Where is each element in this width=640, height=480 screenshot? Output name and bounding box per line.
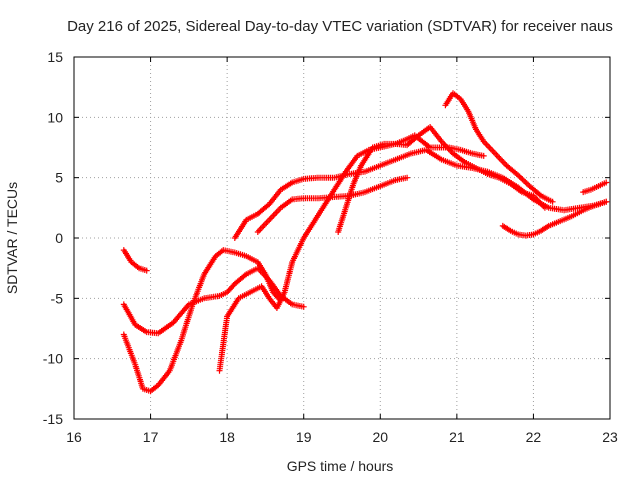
- x-tick-label: 23: [602, 429, 618, 445]
- x-tick-label: 22: [526, 429, 542, 445]
- y-tick-label: 10: [47, 109, 63, 125]
- x-tick-label: 18: [219, 429, 235, 445]
- axis-ticks: 16 17 18 19 20 21 22 23 -15 -10 -5 0 5 10 15: [43, 49, 618, 445]
- data-point-markers: [580, 179, 610, 196]
- y-tick-label: 0: [55, 230, 63, 246]
- x-tick-label: 17: [143, 429, 159, 445]
- y-tick-label: -5: [51, 290, 64, 306]
- chart-title: Day 216 of 2025, Sidereal Day-to-day VTE…: [67, 18, 613, 35]
- y-tick-label: 5: [55, 170, 63, 186]
- series-track-1: [120, 247, 150, 274]
- series-track-6: [254, 174, 411, 235]
- data-point-markers: [120, 247, 150, 274]
- y-tick-label: -15: [43, 411, 63, 427]
- series-track-9: [499, 198, 610, 239]
- data-points: [120, 90, 610, 395]
- y-tick-label: -10: [43, 351, 63, 367]
- data-point-markers: [442, 90, 556, 205]
- series-track-7: [335, 124, 548, 235]
- x-tick-label: 20: [372, 429, 388, 445]
- data-point-markers: [335, 124, 548, 235]
- data-point-markers: [254, 174, 411, 235]
- series-track-3: [120, 247, 284, 395]
- data-point-markers: [120, 247, 284, 395]
- data-point-markers: [499, 198, 610, 239]
- x-axis-label: GPS time / hours: [287, 458, 394, 474]
- x-tick-label: 16: [66, 429, 82, 445]
- series-track-8: [442, 90, 556, 205]
- y-axis-label: SDTVAR / TECUs: [4, 182, 20, 294]
- x-tick-label: 19: [296, 429, 312, 445]
- series-track-10: [580, 179, 610, 196]
- x-tick-label: 21: [449, 429, 465, 445]
- y-tick-label: 15: [47, 49, 63, 65]
